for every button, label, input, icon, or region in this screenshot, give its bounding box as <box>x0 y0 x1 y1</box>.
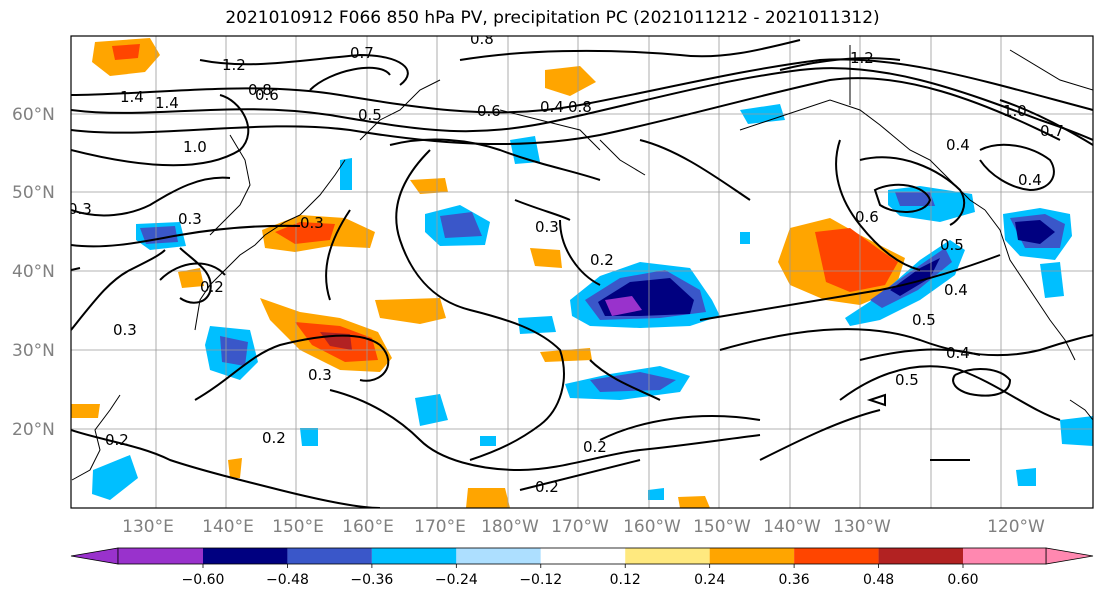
svg-text:0.3: 0.3 <box>68 200 92 218</box>
colorbar-tick-label: 0.12 <box>610 572 641 588</box>
svg-text:0.2: 0.2 <box>262 429 286 447</box>
svg-text:0.5: 0.5 <box>895 371 919 389</box>
lon-label: 170°E <box>414 517 466 537</box>
colorbar-bin <box>794 548 879 564</box>
colorbar-bin <box>118 548 203 564</box>
lon-label: 160°E <box>342 517 394 537</box>
colorbar-tick-label: 0.60 <box>947 572 978 588</box>
lon-label: 130°W <box>833 517 891 537</box>
svg-text:0.3: 0.3 <box>535 218 559 236</box>
colorbar-bin <box>203 548 288 564</box>
colorbar-tick-label: −0.60 <box>182 572 225 588</box>
svg-text:0.2: 0.2 <box>200 278 224 296</box>
colorbar-tick-label: −0.36 <box>350 572 393 588</box>
lon-label: 130°E <box>122 517 174 537</box>
svg-text:0.5: 0.5 <box>912 311 936 329</box>
colorbar-bin <box>456 548 541 564</box>
lon-label: 140°W <box>763 517 821 537</box>
lon-label: 140°E <box>202 517 254 537</box>
lon-label: 160°W <box>623 517 681 537</box>
svg-text:0.4: 0.4 <box>540 98 564 116</box>
colorbar-bin <box>878 548 963 564</box>
lon-label: 150°W <box>693 517 751 537</box>
lon-label: 150°E <box>272 517 324 537</box>
svg-text:1.2: 1.2 <box>850 49 874 67</box>
svg-text:1.4: 1.4 <box>155 94 179 112</box>
colorbar-tick-label: −0.48 <box>266 572 309 588</box>
lon-label: 180°W <box>481 517 539 537</box>
svg-text:0.8: 0.8 <box>470 30 494 48</box>
lat-label: 30°N <box>12 341 55 361</box>
lat-label: 50°N <box>12 183 55 203</box>
colorbar-extend-low <box>70 547 119 565</box>
colorbar-segments <box>118 548 1046 564</box>
svg-text:1.0: 1.0 <box>183 138 207 156</box>
map-frame <box>70 35 1094 509</box>
colorbar-tick-label: −0.24 <box>435 572 478 588</box>
svg-text:1.0: 1.0 <box>1003 102 1027 120</box>
svg-text:1.4: 1.4 <box>120 88 144 106</box>
pv-contours <box>71 39 1093 508</box>
svg-text:0.4: 0.4 <box>1018 171 1042 189</box>
colorbar-bin <box>287 548 372 564</box>
colorbar-bin <box>371 548 457 564</box>
lon-label: 120°W <box>987 517 1045 537</box>
colorbar: −0.60 −0.48 −0.36 −0.24 −0.12 0.12 0.24 0.36 0.4… <box>70 547 1094 588</box>
svg-text:0.4: 0.4 <box>944 281 968 299</box>
precip-shading <box>71 38 1093 508</box>
colorbar-tick-label: 0.24 <box>694 572 725 588</box>
svg-text:0.7: 0.7 <box>350 44 374 62</box>
svg-text:0.3: 0.3 <box>308 366 332 384</box>
svg-text:0.2: 0.2 <box>590 251 614 269</box>
colorbar-ticks: −0.60 −0.48 −0.36 −0.24 −0.12 0.12 0.24 0.36 0.4… <box>182 564 979 588</box>
lat-label: 40°N <box>12 262 55 282</box>
svg-text:0.4: 0.4 <box>946 136 970 154</box>
colorbar-tick-label: −0.12 <box>519 572 562 588</box>
latitude-labels: 60°N 50°N 40°N 30°N 20°N <box>12 105 55 440</box>
svg-text:0.5: 0.5 <box>940 236 964 254</box>
svg-text:0.7: 0.7 <box>1040 122 1064 140</box>
svg-text:0.3: 0.3 <box>300 214 324 232</box>
colorbar-tick-label: 0.36 <box>779 572 810 588</box>
svg-text:0.8: 0.8 <box>568 98 592 116</box>
colorbar-bin <box>540 548 626 564</box>
figure-title: 2021010912 F066 850 hPa PV, precipitatio… <box>225 8 880 28</box>
svg-text:0.3: 0.3 <box>178 210 202 228</box>
svg-text:0.5: 0.5 <box>358 106 382 124</box>
svg-text:0.6: 0.6 <box>477 102 501 120</box>
svg-text:1.2: 1.2 <box>222 56 246 74</box>
longitude-labels: 130°E 140°E 150°E 160°E 170°E 180°W 170°… <box>122 517 1045 537</box>
svg-text:0.2: 0.2 <box>583 438 607 456</box>
colorbar-extend-high <box>1045 547 1094 565</box>
colorbar-bin <box>709 548 795 564</box>
colorbar-tick-label: 0.48 <box>863 572 894 588</box>
svg-text:0.2: 0.2 <box>105 431 129 449</box>
contour-labels: 1.2 1.4 1.4 1.0 0.8 0.7 0.5 0.6 0.8 0.8 … <box>68 30 1064 496</box>
svg-text:0.6: 0.6 <box>255 86 279 104</box>
svg-text:0.4: 0.4 <box>946 344 970 362</box>
svg-text:0.2: 0.2 <box>535 478 559 496</box>
map-content: 1.2 1.4 1.4 1.0 0.8 0.7 0.5 0.6 0.8 0.8 … <box>68 30 1093 508</box>
colorbar-bin <box>963 548 1046 564</box>
lat-label: 60°N <box>12 105 55 125</box>
colorbar-bin <box>625 548 710 564</box>
lon-label: 170°W <box>551 517 609 537</box>
svg-text:0.8: 0.8 <box>248 81 272 99</box>
svg-text:0.6: 0.6 <box>855 208 879 226</box>
svg-text:0.3: 0.3 <box>113 321 137 339</box>
lat-label: 20°N <box>12 420 55 440</box>
